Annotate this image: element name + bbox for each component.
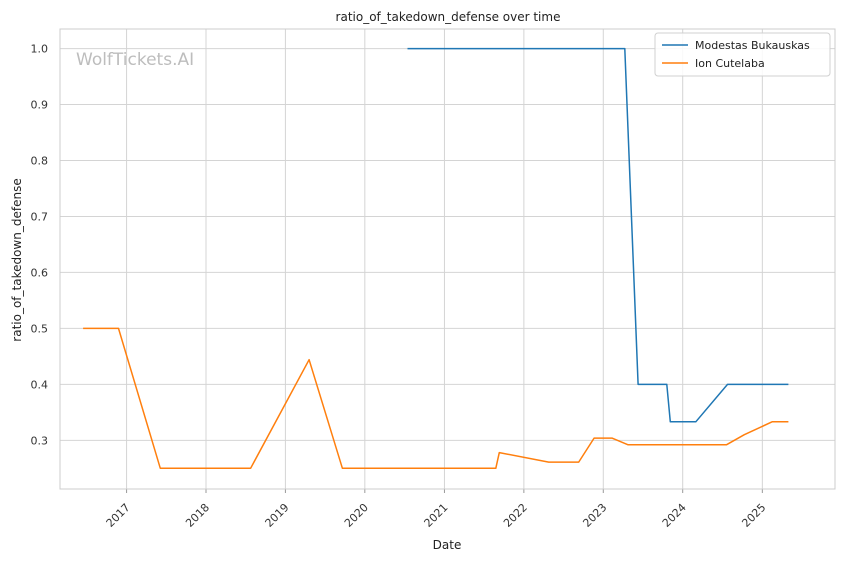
legend-box (654, 32, 831, 77)
legend-label: Ion Cutelaba (695, 57, 765, 70)
watermark: WolfTickets.AI (76, 50, 194, 70)
y-tick-label: 0.3 (31, 434, 49, 447)
y-tick-label: 0.7 (31, 210, 49, 223)
y-tick-label: 0.9 (31, 99, 49, 112)
x-axis-title: Date (433, 538, 462, 552)
y-tick-label: 0.6 (31, 266, 49, 279)
y-tick-label: 0.4 (31, 378, 49, 391)
grid (60, 29, 835, 493)
y-tick-label: 0.5 (31, 322, 49, 335)
y-tick-label: 1.0 (31, 43, 49, 56)
legend: Modestas Bukauskas Ion Cutelaba (654, 32, 831, 77)
legend-label: Modestas Bukauskas (695, 39, 810, 52)
series-lines (83, 47, 789, 470)
y-tick-label: 0.8 (31, 155, 49, 168)
plot-area-frame (59, 28, 836, 490)
series-line (83, 327, 789, 470)
chart-title: ratio_of_takedown_defense over time (336, 10, 561, 24)
series-line (407, 47, 789, 423)
y-axis-title: ratio_of_takedown_defense (10, 178, 24, 341)
